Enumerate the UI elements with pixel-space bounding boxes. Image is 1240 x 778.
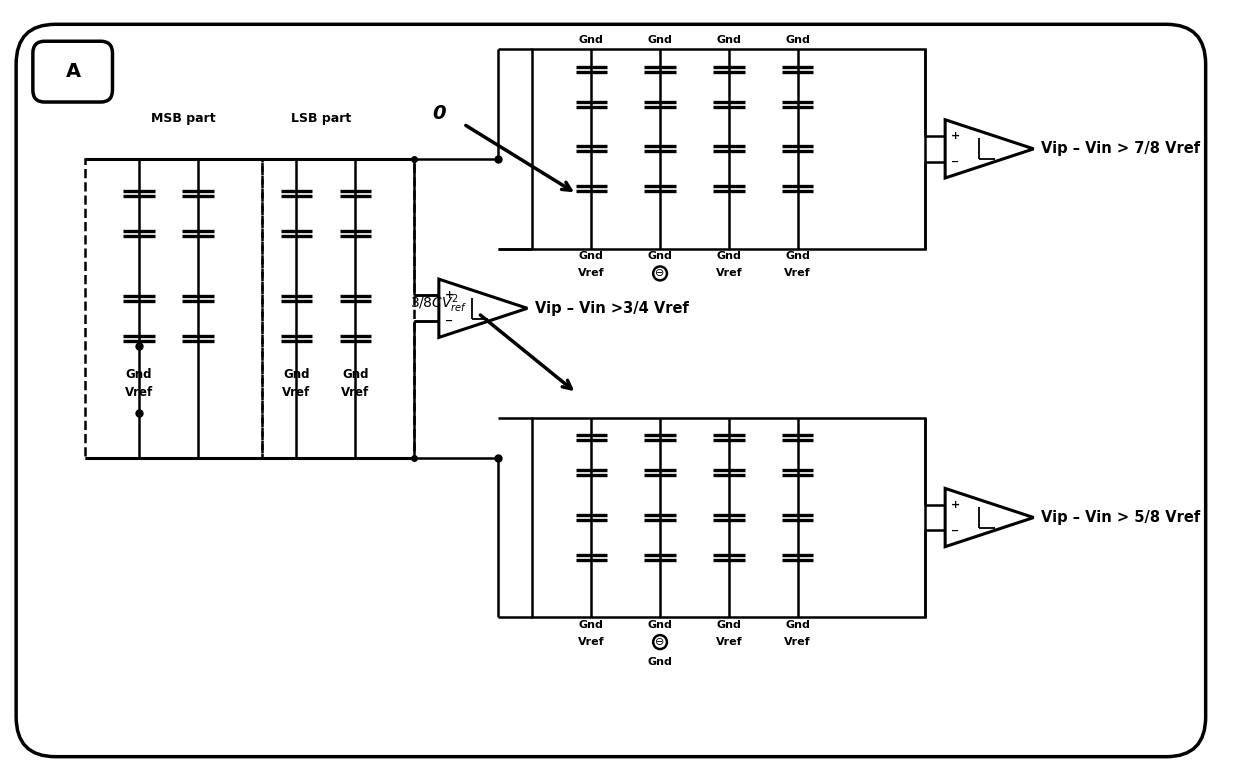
Text: Gnd: Gnd [717,35,742,45]
Text: Vref: Vref [715,637,743,647]
Text: ⊖: ⊖ [656,268,665,279]
Text: −: − [951,525,960,535]
Text: Vref: Vref [578,637,605,647]
Text: ⊖: ⊖ [656,637,665,647]
Text: Vip – Vin >3/4 Vref: Vip – Vin >3/4 Vref [536,301,689,316]
Text: 0: 0 [432,104,445,124]
Text: Gnd: Gnd [647,620,672,630]
Text: Gnd: Gnd [717,620,742,630]
Text: +: + [445,290,454,300]
Text: Vref: Vref [715,268,743,279]
Text: Gnd: Gnd [579,620,604,630]
Text: Gnd: Gnd [579,251,604,261]
Text: Vref: Vref [785,637,811,647]
Text: LSB part: LSB part [290,113,351,125]
Text: Vip – Vin > 5/8 Vref: Vip – Vin > 5/8 Vref [1042,510,1200,525]
Text: Gnd: Gnd [647,657,672,667]
Text: Vref: Vref [341,386,370,399]
Text: Vref: Vref [283,386,310,399]
Text: Gnd: Gnd [647,251,672,261]
Text: A: A [66,61,81,81]
Text: −: − [951,156,960,166]
Text: +: + [951,131,960,141]
Text: +: + [951,499,960,510]
Text: Gnd: Gnd [342,368,368,381]
Text: MSB part: MSB part [151,113,216,125]
Bar [86,159,262,457]
Bar [532,49,925,248]
Text: −: − [445,316,453,326]
Text: Gnd: Gnd [125,368,153,381]
Bar [262,159,414,457]
Text: Gnd: Gnd [785,620,810,630]
Text: Gnd: Gnd [579,35,604,45]
Text: Gnd: Gnd [283,368,310,381]
Bar [532,418,925,617]
Text: Vref: Vref [125,386,154,399]
Text: Gnd: Gnd [785,35,810,45]
Text: Gnd: Gnd [785,251,810,261]
Text: $3/8CV^2_{ref}$: $3/8CV^2_{ref}$ [410,292,467,314]
Text: Vip – Vin > 7/8 Vref: Vip – Vin > 7/8 Vref [1042,142,1200,156]
Text: Gnd: Gnd [717,251,742,261]
Text: Vref: Vref [578,268,605,279]
Text: Vref: Vref [785,268,811,279]
Text: Gnd: Gnd [647,35,672,45]
